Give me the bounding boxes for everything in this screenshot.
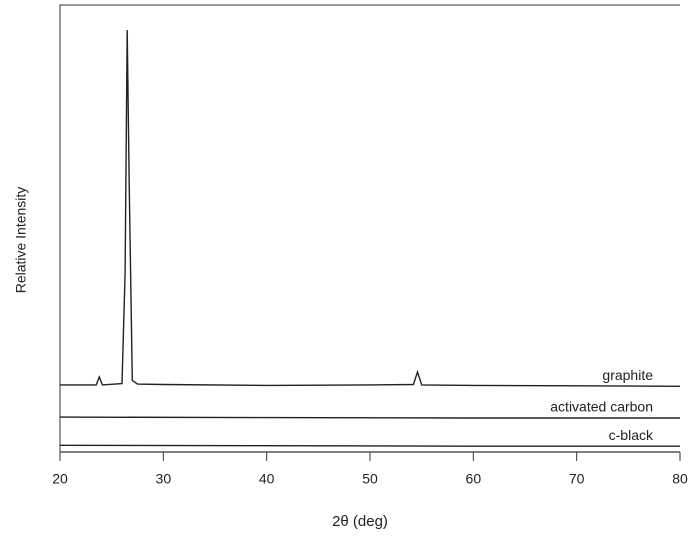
x-axis-label: 2θ (deg) xyxy=(332,513,388,530)
plot-frame xyxy=(59,4,680,452)
series-label: graphite xyxy=(602,367,653,383)
x-tick-label: 30 xyxy=(156,471,172,487)
x-tick-label: 60 xyxy=(466,471,482,487)
x-tick-label: 50 xyxy=(362,471,378,487)
series-line xyxy=(59,416,680,419)
y-axis-label: Relative Intensity xyxy=(13,187,29,294)
series-line xyxy=(59,444,680,447)
x-tick-label: 70 xyxy=(569,471,585,487)
x-tick-label: 20 xyxy=(52,471,68,487)
x-tick-label: 40 xyxy=(259,471,275,487)
x-tick-label: 80 xyxy=(672,471,688,487)
series-label: activated carbon xyxy=(550,399,653,415)
series-line xyxy=(60,29,681,387)
series-label: c-black xyxy=(609,427,654,443)
